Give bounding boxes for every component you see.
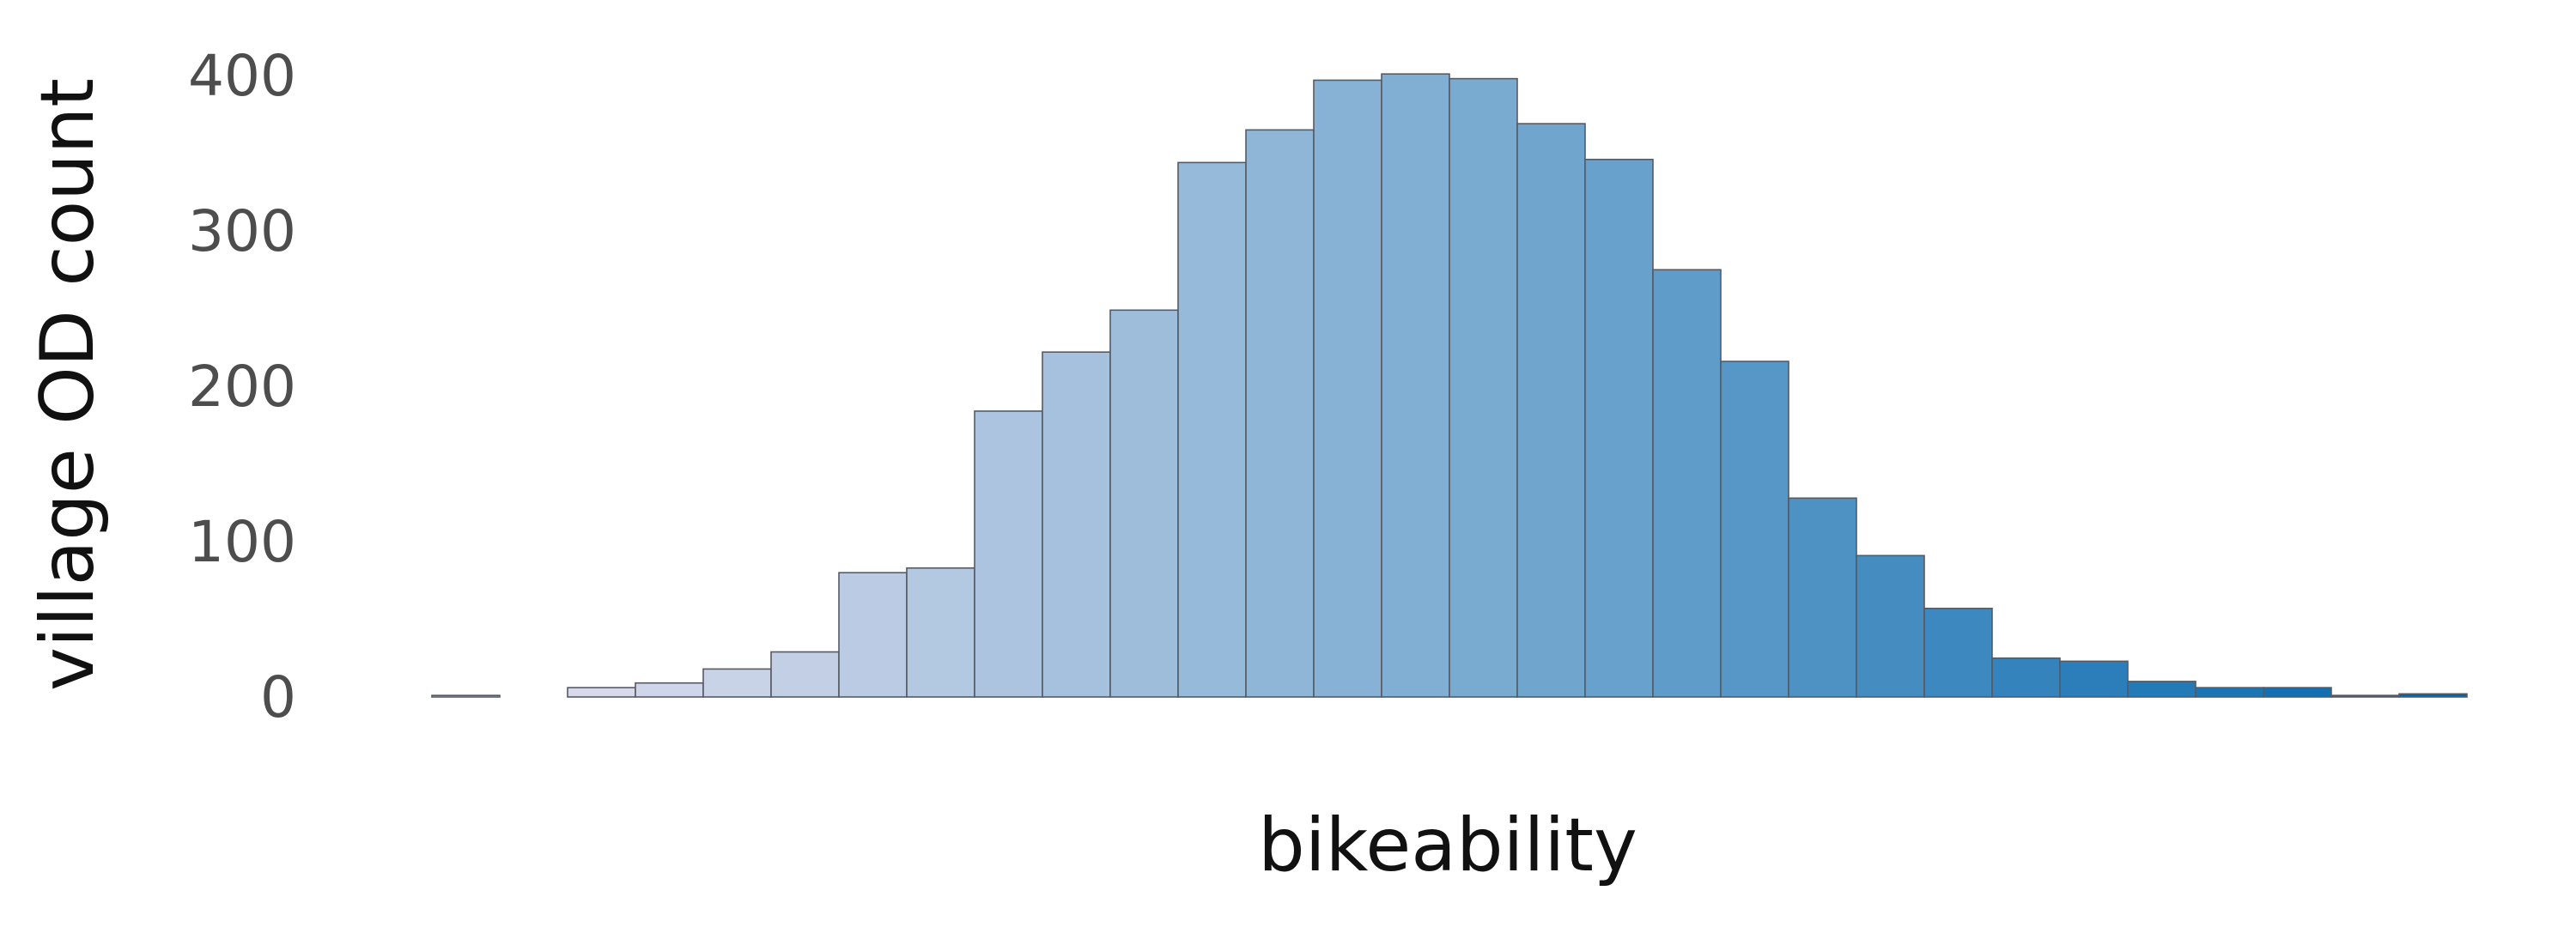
histogram-bar (1652, 269, 1722, 698)
histogram-bar (2127, 681, 2196, 698)
y-axis-ticks: 0 100 200 300 400 (188, 43, 296, 730)
histogram-bar (567, 687, 636, 698)
histogram-bar (1381, 73, 1450, 698)
histogram-bar (1720, 360, 1789, 698)
histogram-bar (2195, 687, 2264, 698)
y-tick-label: 200 (188, 354, 296, 420)
histogram-bar (702, 668, 772, 698)
y-axis-label: village OD count (25, 78, 111, 691)
y-tick-label: 400 (188, 43, 296, 109)
x-axis-label: bikeability (1258, 803, 1637, 888)
histogram-bar (770, 651, 840, 698)
histogram-bars (431, 73, 2468, 698)
histogram-bar (1177, 161, 1247, 698)
histogram-bar (906, 566, 975, 698)
histogram-bar (1313, 79, 1382, 698)
histogram-bar (1516, 123, 1586, 698)
histogram-bar (1109, 309, 1179, 698)
y-tick-label: 300 (188, 198, 296, 264)
y-tick-label: 100 (188, 509, 296, 575)
histogram-bar (431, 694, 501, 698)
histogram-bar (1245, 129, 1315, 698)
histogram-bar (2398, 693, 2468, 698)
histogram-bar (1856, 554, 1925, 698)
y-tick-label: 0 (260, 664, 296, 730)
histogram-bar (2059, 660, 2129, 698)
histogram-bar (838, 572, 908, 698)
histogram-bar (1991, 657, 2061, 698)
histogram-bar (974, 410, 1043, 698)
histogram-bar (1042, 351, 1111, 698)
histogram-bar (1923, 608, 1993, 698)
histogram-bar (1788, 497, 1857, 698)
histogram-bar (2330, 694, 2400, 698)
histogram-bar (1584, 158, 1654, 698)
histogram-bar (1449, 77, 1518, 698)
histogram-bar (2263, 687, 2332, 698)
histogram-bar (635, 682, 704, 698)
